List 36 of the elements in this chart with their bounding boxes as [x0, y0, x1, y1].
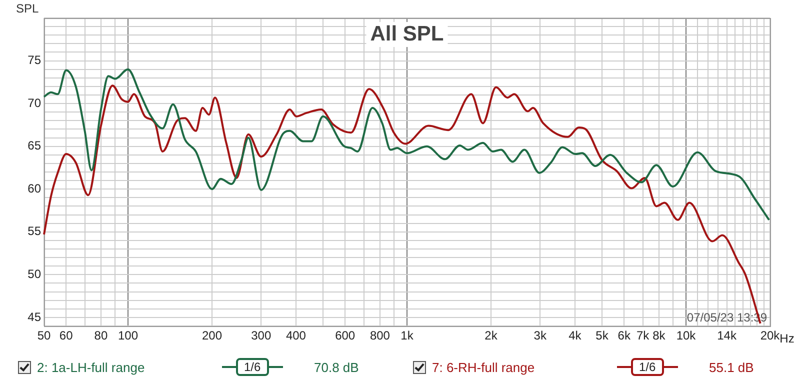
- text: 55.1 dB: [709, 360, 754, 374]
- x-tick-label: 6k: [618, 328, 632, 343]
- x-tick-label: 80: [94, 328, 108, 343]
- y-tick-label: 75: [28, 53, 42, 68]
- x-tick-label: 50: [37, 328, 51, 343]
- x-tick-label: 100: [118, 328, 138, 343]
- x-tick-label: 3k: [534, 328, 548, 343]
- y-tick-label: 65: [28, 138, 42, 153]
- y-tick-label: 50: [28, 266, 42, 281]
- y-tick-label: 55: [28, 224, 42, 238]
- chart-title: All SPL: [370, 22, 444, 46]
- y-tick-label: 70: [28, 96, 42, 110]
- x-tick-label: 300: [251, 328, 272, 343]
- x-tick-label: 5k: [596, 328, 610, 343]
- x-tick-label: 20k: [760, 328, 781, 343]
- x-tick-label: 14k: [717, 328, 738, 343]
- text: 1/6: [631, 358, 664, 376]
- x-tick-label: 8k: [652, 328, 666, 343]
- text: 7: 6-RH-full range: [432, 360, 536, 374]
- x-tick-label: 1k: [400, 328, 414, 343]
- text: 2: 1a-LH-full range: [37, 360, 146, 374]
- y-tick-label: 60: [28, 181, 42, 196]
- x-tick-label: 200: [202, 328, 222, 343]
- x-tick-label: 400: [286, 328, 306, 343]
- x-tick-label: 10k: [676, 328, 697, 343]
- x-tick-label: 4k: [568, 328, 582, 343]
- x-tick-label: 600: [335, 328, 356, 343]
- text: 70.8 dB: [314, 360, 359, 374]
- x-tick-label: 7k: [636, 328, 650, 343]
- x-tick-label: 60: [59, 328, 74, 343]
- x-tick-label: 800: [370, 328, 390, 343]
- text: 1/6: [236, 358, 269, 376]
- x-tick-label: 2k: [484, 328, 498, 343]
- x-axis-title: Hz: [780, 331, 794, 346]
- y-tick-label: 45: [28, 310, 42, 324]
- y-axis-title: SPL: [16, 1, 40, 16]
